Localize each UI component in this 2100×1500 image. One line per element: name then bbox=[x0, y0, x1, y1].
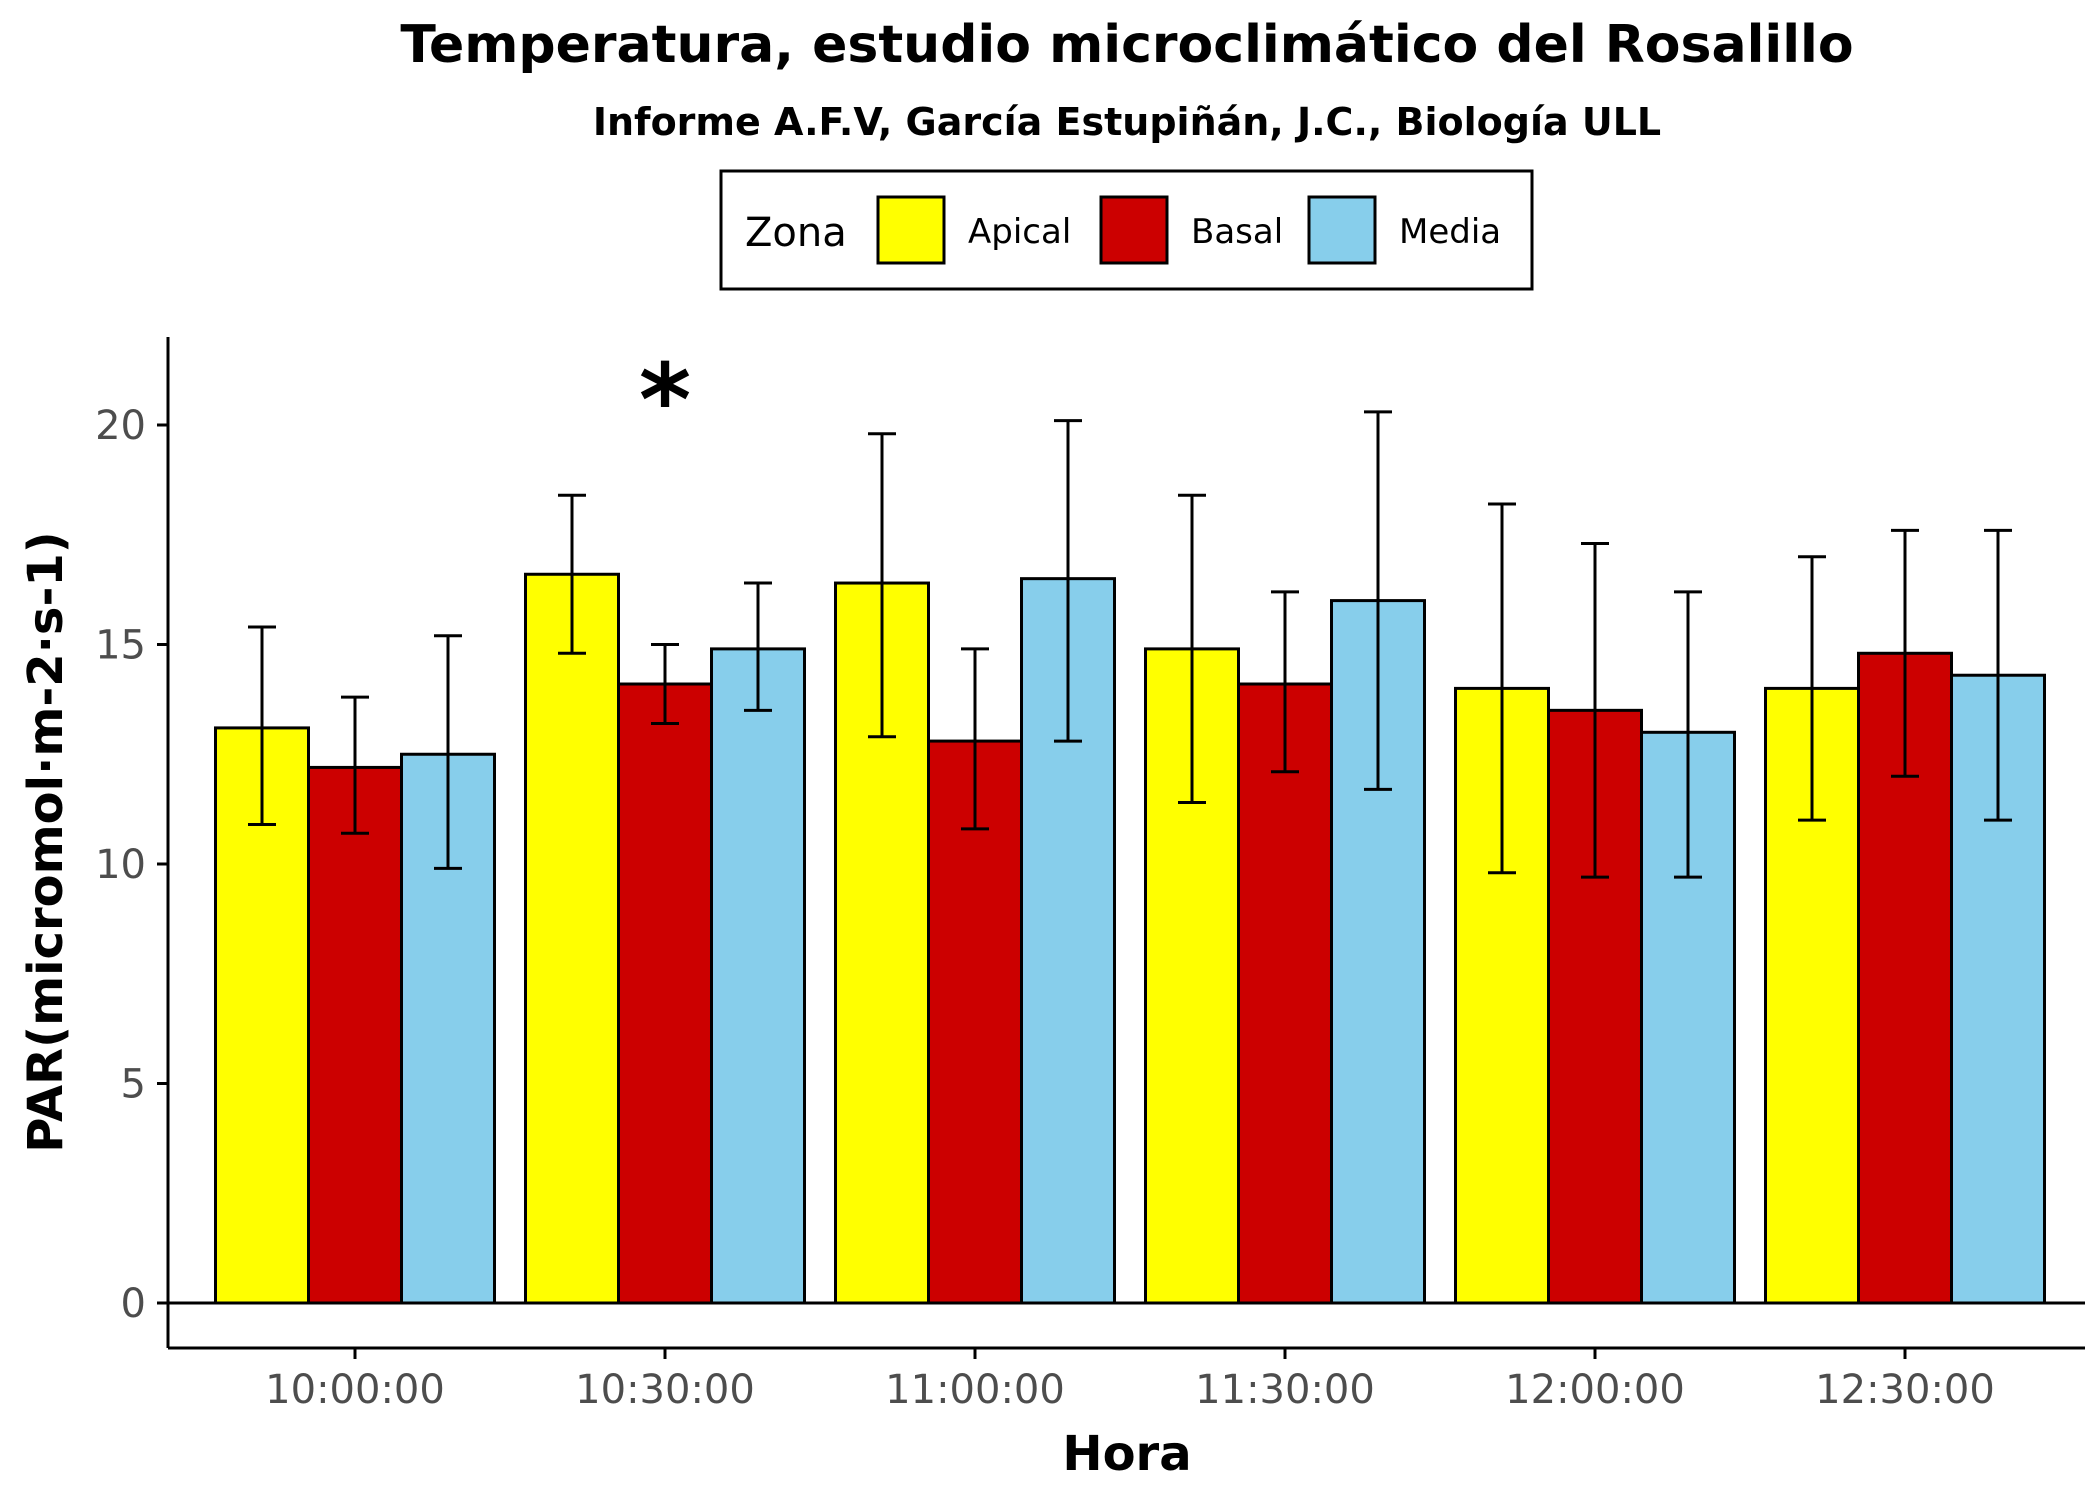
errorbar-apical-1 bbox=[558, 493, 586, 655]
legend-key bbox=[1099, 195, 1169, 265]
bar-apical-1 bbox=[524, 572, 620, 1305]
bar-media-1 bbox=[710, 647, 806, 1305]
chart-subtitle: Informe A.F.V, García Estupiñán, J.C., B… bbox=[593, 100, 1661, 144]
errorbar-basal-3 bbox=[1271, 590, 1299, 774]
errorbar-basal-1 bbox=[651, 643, 679, 726]
significance-annotation: * bbox=[639, 342, 691, 459]
y-tick-label: 5 bbox=[121, 1062, 146, 1108]
bar-basal-2 bbox=[927, 739, 1023, 1305]
legend-key bbox=[876, 195, 946, 265]
x-tick-label: 10:30:00 bbox=[575, 1367, 755, 1413]
errorbar-media-1 bbox=[744, 581, 772, 712]
legend-title: Zona bbox=[745, 210, 847, 256]
y-axis-title: PAR(micromol·m-2·s-1) bbox=[18, 531, 74, 1152]
x-tick-label: 12:00:00 bbox=[1505, 1367, 1685, 1413]
y-tick-label: 10 bbox=[95, 842, 146, 888]
legend-item-media: Media bbox=[1307, 195, 1501, 265]
errorbar-media-2 bbox=[1054, 419, 1082, 743]
errorbar-media-3 bbox=[1364, 410, 1392, 791]
errorbar-media-0 bbox=[434, 634, 462, 870]
x-tick-label: 12:30:00 bbox=[1815, 1367, 1995, 1413]
legend-label: Apical bbox=[968, 212, 1071, 252]
bar-basal-1 bbox=[617, 682, 713, 1305]
bar-basal-0 bbox=[307, 765, 403, 1305]
x-axis-title: Hora bbox=[1062, 1426, 1191, 1482]
bar-basal-3 bbox=[1237, 682, 1333, 1305]
errorbar-basal-0 bbox=[341, 695, 369, 835]
x-tick-label: 11:30:00 bbox=[1195, 1367, 1375, 1413]
chart-title: Temperatura, estudio microclimático del … bbox=[400, 15, 1853, 75]
legend-label: Basal bbox=[1191, 212, 1283, 252]
errorbar-apical-3 bbox=[1178, 493, 1206, 805]
errorbar-media-5 bbox=[1984, 528, 2012, 822]
errorbar-apical-4 bbox=[1488, 502, 1516, 875]
legend-item-basal: Basal bbox=[1099, 195, 1283, 265]
errorbar-basal-4 bbox=[1581, 542, 1609, 879]
legend: Zona Apical Basal Media bbox=[719, 169, 1534, 291]
legend-key bbox=[1307, 195, 1377, 265]
errorbar-apical-5 bbox=[1798, 555, 1826, 822]
y-tick-label: 15 bbox=[95, 623, 146, 669]
x-tick-label: 10:00:00 bbox=[265, 1367, 445, 1413]
errorbar-basal-2 bbox=[961, 647, 989, 831]
errorbar-apical-0 bbox=[248, 625, 276, 826]
errorbar-basal-5 bbox=[1891, 528, 1919, 778]
legend-item-apical: Apical bbox=[876, 195, 1071, 265]
errorbar-media-4 bbox=[1674, 590, 1702, 879]
plot-area: * 0 5 10 15 20 10:00:00 10:30:00 11:00:00 11:30… bbox=[95, 337, 2085, 1413]
y-tick-label: 20 bbox=[95, 403, 146, 449]
x-tick-label: 11:00:00 bbox=[885, 1367, 1065, 1413]
y-tick-label: 0 bbox=[121, 1281, 146, 1327]
legend-label: Media bbox=[1399, 212, 1501, 252]
errorbar-apical-2 bbox=[868, 432, 896, 739]
